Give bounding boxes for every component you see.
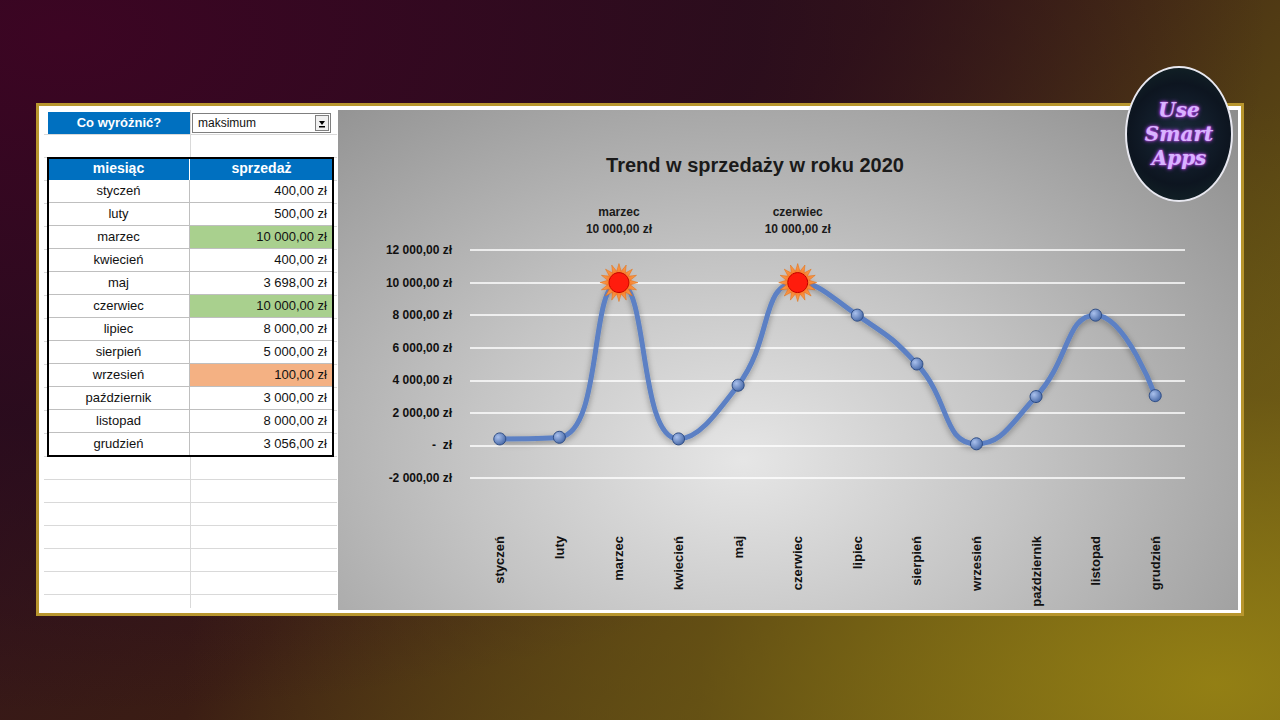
svg-text:12 000,00 zł: 12 000,00 zł <box>386 243 453 257</box>
svg-text:marzec: marzec <box>598 205 640 219</box>
svg-text:lipiec: lipiec <box>850 536 865 569</box>
svg-text:marzec: marzec <box>611 536 626 581</box>
html-text:marzec: marzec <box>97 229 140 244</box>
svg-text:10 000,00 zł: 10 000,00 zł <box>586 222 653 236</box>
html-text:grudzień: grudzień <box>93 436 144 451</box>
html-text:wrzesień: wrzesień <box>92 367 145 382</box>
svg-text:6 000,00 zł: 6 000,00 zł <box>393 341 453 355</box>
html-text:8 000,00 zł: 8 000,00 zł <box>263 321 327 336</box>
svg-text:październik: październik <box>1029 535 1044 607</box>
svg-text:8 000,00 zł: 8 000,00 zł <box>393 308 453 322</box>
html-text:Co wyróżnić?: Co wyróżnić? <box>76 115 162 130</box>
svg-text:10 000,00 zł: 10 000,00 zł <box>386 276 453 290</box>
html-text:100,00 zł: 100,00 zł <box>274 367 327 382</box>
svg-text:maj: maj <box>731 536 746 558</box>
svg-text:- zł: - zł <box>432 438 453 452</box>
html-text:Smart: Smart <box>1144 122 1214 146</box>
svg-text:kwiecień: kwiecień <box>671 536 686 590</box>
html-text:sierpień: sierpień <box>95 344 142 359</box>
svg-text:sierpień: sierpień <box>909 536 924 586</box>
html-text:3 698,00 zł: 3 698,00 zł <box>263 275 327 290</box>
svg-text:czerwiec: czerwiec <box>773 205 823 219</box>
svg-text:-2 000,00 zł: -2 000,00 zł <box>389 471 453 485</box>
html-text:listopad: listopad <box>96 413 141 428</box>
svg-text:styczeń: styczeń <box>492 536 507 584</box>
svg-text:Trend w sprzedaży w roku 2020: Trend w sprzedaży w roku 2020 <box>606 154 904 176</box>
html-text:kwiecień: kwiecień <box>93 252 144 267</box>
svg-text:2 000,00 zł: 2 000,00 zł <box>393 406 453 420</box>
html-text:400,00 zł: 400,00 zł <box>274 252 327 267</box>
svg-text:czerwiec: czerwiec <box>790 536 805 590</box>
html-text:500,00 zł: 500,00 zł <box>274 206 327 221</box>
html-text:3 000,00 zł: 3 000,00 zł <box>263 390 327 405</box>
html-text:luty: luty <box>108 206 129 221</box>
html-text:maksimum: maksimum <box>198 116 256 130</box>
svg-text:4 000,00 zł: 4 000,00 zł <box>393 373 453 387</box>
html-text:Apps: Apps <box>1151 146 1207 170</box>
svg-text:luty: luty <box>552 535 567 559</box>
svg-text:wrzesień: wrzesień <box>969 536 984 592</box>
html-text:lipiec: lipiec <box>103 321 134 336</box>
svg-text:10 000,00 zł: 10 000,00 zł <box>765 222 832 236</box>
html-text:10 000,00 zł: 10 000,00 zł <box>256 229 327 244</box>
html-text:10 000,00 zł: 10 000,00 zł <box>256 298 327 313</box>
html-text:sprzedaż: sprzedaż <box>231 160 292 176</box>
html-text:styczeń: styczeń <box>96 183 141 198</box>
html-text:październik: październik <box>85 390 152 405</box>
svg-text:listopad: listopad <box>1088 536 1103 586</box>
html-text:3 056,00 zł: 3 056,00 zł <box>263 436 327 451</box>
svg-text:grudzień: grudzień <box>1148 536 1163 590</box>
html-text:miesiąc: miesiąc <box>92 160 145 176</box>
html-text:5 000,00 zł: 5 000,00 zł <box>263 344 327 359</box>
html-text:czerwiec: czerwiec <box>93 298 144 313</box>
html-text:Use: Use <box>1158 98 1200 122</box>
html-text:400,00 zł: 400,00 zł <box>274 183 327 198</box>
html-text:maj: maj <box>108 275 129 290</box>
html-text:8 000,00 zł: 8 000,00 zł <box>263 413 327 428</box>
